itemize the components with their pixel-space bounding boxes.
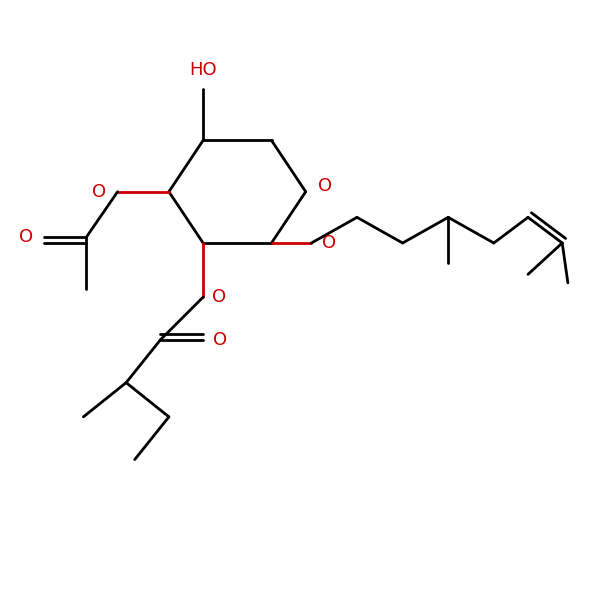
Text: O: O	[318, 177, 332, 195]
Text: O: O	[322, 234, 336, 252]
Text: O: O	[214, 331, 227, 349]
Text: O: O	[212, 288, 226, 306]
Text: HO: HO	[189, 61, 217, 79]
Text: O: O	[19, 228, 33, 246]
Text: O: O	[92, 182, 106, 200]
